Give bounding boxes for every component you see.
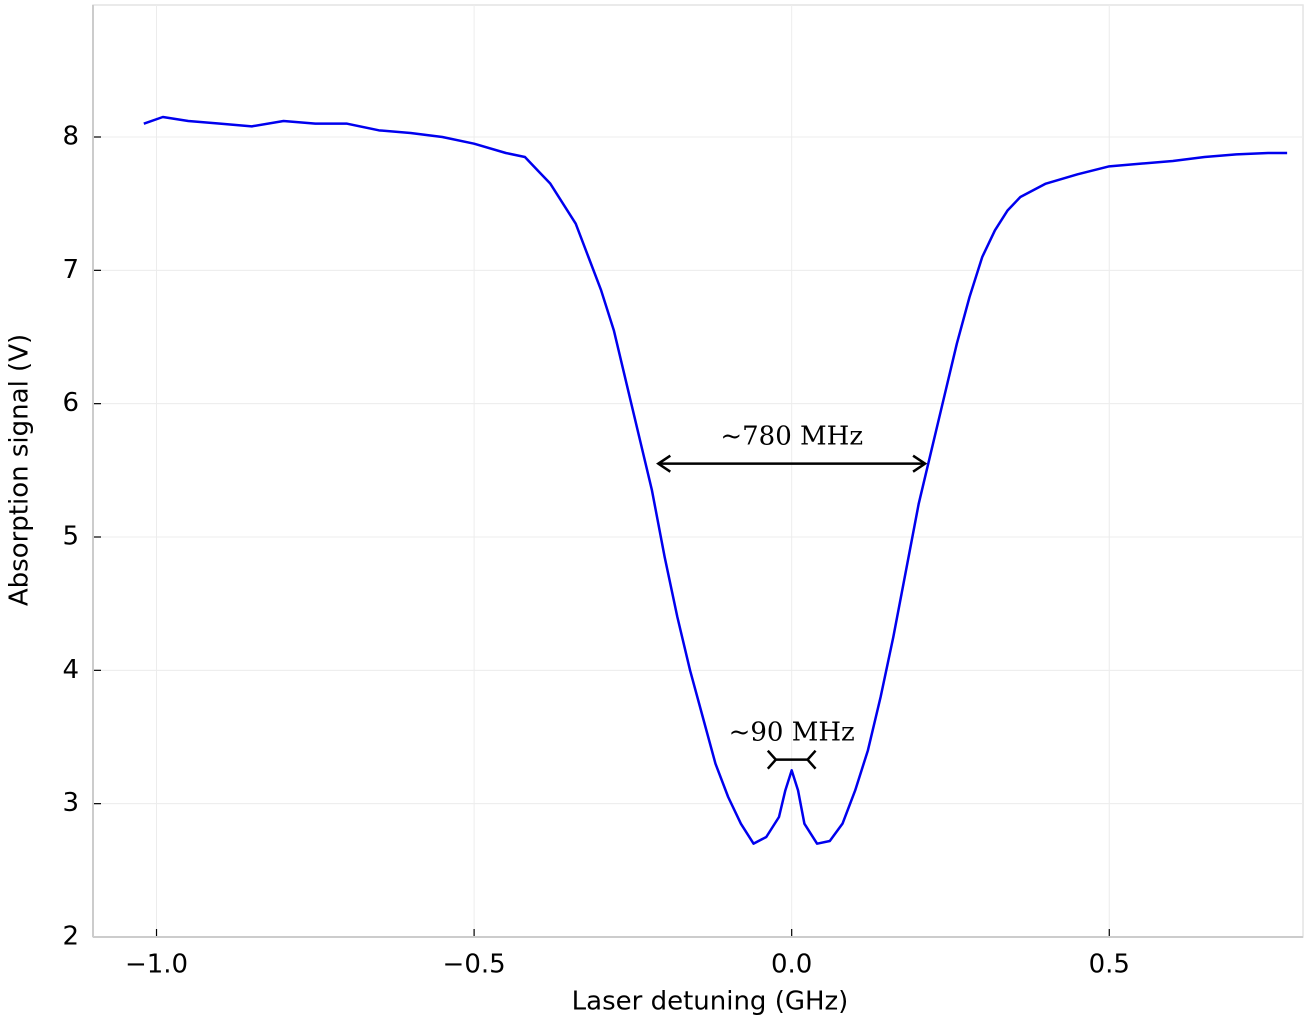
bracket-end [766, 749, 778, 770]
arrow-head [912, 454, 928, 473]
x-axis-label: Laser detuning (GHz) [572, 987, 849, 1017]
plot-frame [92, 4, 1304, 938]
y-tick-label: 8 [62, 122, 79, 152]
arrow-head [656, 454, 671, 473]
y-tick-label: 7 [62, 255, 79, 285]
annotation-text: ~90 MHz [729, 718, 855, 748]
data-line [143, 115, 1288, 845]
y-tick-label: 6 [62, 388, 79, 418]
y-tick-label: 5 [62, 522, 79, 552]
y-tick-label: 2 [62, 922, 79, 952]
y-tick-label: 4 [62, 655, 79, 685]
annotation-text: ~780 MHz [720, 422, 863, 452]
y-axis-label: Absorption signal (V) [5, 334, 35, 606]
x-tick-label: 0.0 [771, 950, 812, 980]
bracket-end [805, 749, 817, 770]
x-tick-label: −0.5 [443, 950, 506, 980]
y-tick-label: 3 [62, 788, 79, 818]
x-tick-label: 0.5 [1089, 950, 1130, 980]
x-tick-label: −1.0 [125, 950, 188, 980]
